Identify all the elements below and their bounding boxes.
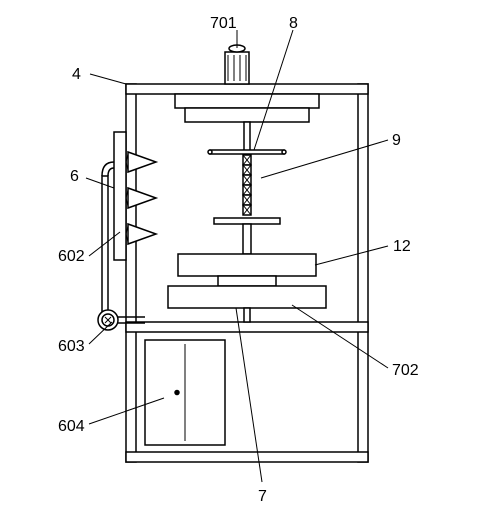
label-701: 701 — [210, 15, 237, 33]
label-602: 602 — [58, 248, 85, 266]
label-8: 8 — [289, 15, 298, 33]
label-702: 702 — [392, 362, 419, 380]
label-603: 603 — [58, 338, 85, 356]
label-6: 6 — [70, 168, 79, 186]
label-4: 4 — [72, 66, 81, 84]
label-7: 7 — [258, 488, 267, 506]
label-604: 604 — [58, 418, 85, 436]
label-12: 12 — [393, 238, 411, 256]
label-9: 9 — [392, 132, 401, 150]
